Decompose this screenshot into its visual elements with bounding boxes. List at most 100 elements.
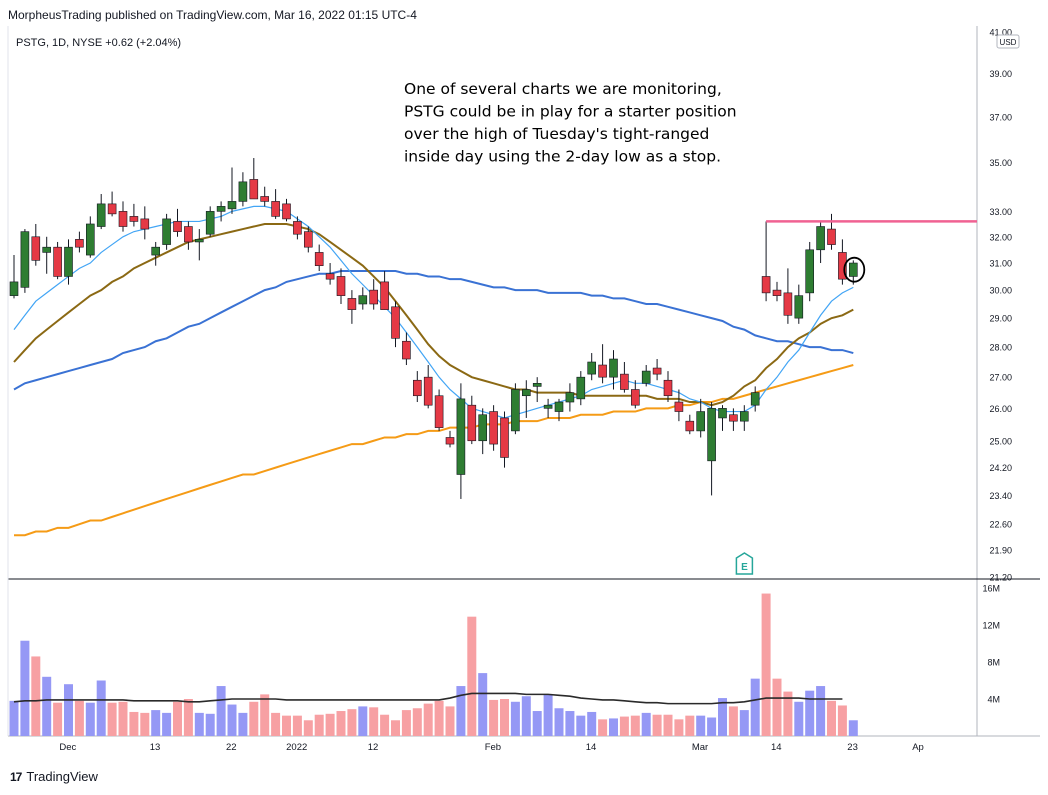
tradingview-brand: TradingView [26, 769, 98, 784]
volume-bar [652, 714, 662, 736]
volume-bar [609, 718, 618, 736]
candle-down [369, 289, 379, 305]
candle-down [271, 201, 280, 217]
candle-down [423, 376, 433, 406]
volume-bar [827, 700, 836, 736]
price-tick-label: 21.20 [989, 573, 1012, 583]
publish-header: MorpheusTrading published on TradingView… [8, 8, 417, 22]
candle-down [140, 218, 150, 230]
volume-bar [696, 715, 706, 736]
candle-down [75, 239, 84, 248]
volume-bar [619, 716, 629, 736]
candle-up [543, 404, 553, 409]
candle-down [772, 289, 782, 296]
volume-bar [85, 702, 95, 736]
tradingview-footer[interactable]: 17 TradingView [10, 769, 98, 784]
candle-down [685, 420, 695, 432]
candle-up [227, 201, 237, 210]
volume-bar [391, 720, 400, 736]
volume-bar [532, 711, 542, 736]
candle-up [64, 246, 73, 277]
annotation-text-line: One of several charts we are monitoring, [404, 80, 722, 98]
candle-down [663, 379, 673, 397]
candle-up [456, 398, 466, 475]
volume-bar [205, 713, 215, 736]
candle-down [118, 211, 128, 227]
volume-bar [641, 712, 651, 736]
volume-bar [685, 715, 695, 736]
candle-up [238, 181, 248, 202]
volume-bar [140, 712, 150, 736]
sma200-line [14, 364, 854, 537]
price-tick-label: 28.00 [989, 343, 1012, 353]
candle-down [783, 292, 793, 316]
volume-bar [587, 711, 597, 736]
volume-bar [728, 706, 738, 736]
candle-down [761, 276, 771, 294]
earnings-marker-icon [735, 552, 754, 575]
candle-up [718, 408, 727, 419]
volume-bar [282, 715, 291, 736]
price-tick-label: 37.00 [989, 112, 1012, 122]
earnings-marker-label: E [741, 562, 748, 573]
time-tick-label: Mar [692, 742, 708, 753]
volume-bar [816, 686, 826, 736]
volume-tick-label: 12M [982, 621, 1000, 631]
volume-tick-label: 4M [987, 695, 1000, 705]
time-tick-label: 22 [226, 742, 237, 753]
time-tick-label: Ap [912, 742, 924, 753]
candle-down [402, 340, 411, 360]
candle-down [500, 417, 509, 458]
candle-down [325, 273, 335, 280]
candle-up [794, 295, 804, 319]
time-tick-label: 12 [368, 742, 379, 753]
price-tick-label: 29.00 [989, 314, 1012, 324]
candles [9, 158, 858, 499]
volume-bar [543, 694, 553, 736]
time-tick-label: 23 [847, 742, 858, 753]
candle-down [293, 221, 302, 235]
volume-bar [510, 701, 520, 736]
candle-down [380, 281, 389, 310]
volume-bar [380, 714, 390, 736]
moving-averages [13, 205, 854, 537]
annotation-text-line: over the high of Tuesday's tight-ranged [404, 125, 709, 143]
candle-down [412, 379, 422, 397]
sma50-line [13, 270, 854, 391]
volume-bar [750, 678, 760, 736]
candle-up [576, 376, 586, 400]
candle-up [162, 218, 171, 245]
volume-bar [739, 710, 749, 736]
candle-up [739, 411, 749, 422]
time-tick-label: 13 [150, 742, 161, 753]
volume-bar [20, 640, 30, 736]
volume-bar [598, 719, 608, 736]
volume-bar [718, 698, 727, 736]
volume-bar [336, 711, 346, 736]
annotation-text-line: PSTG could be in play for a starter posi… [404, 103, 737, 121]
price-tick-label: 27.00 [989, 373, 1012, 383]
volume-bar [64, 684, 73, 736]
volume-bar [347, 709, 357, 736]
candle-up [532, 383, 542, 387]
volume-bar [358, 706, 368, 736]
publish-info: MorpheusTrading published on TradingView… [8, 8, 417, 22]
volume-bar [31, 656, 41, 736]
candle-down [347, 298, 357, 310]
price-tick-label: 23.40 [989, 491, 1012, 501]
volume-bar [434, 700, 444, 736]
volume-bar [489, 699, 499, 736]
candle-up [86, 223, 95, 256]
volume-bar [674, 719, 684, 736]
candle-up [96, 203, 106, 227]
volume-bar [837, 705, 847, 736]
volume-bar [162, 712, 172, 736]
sma20-line [13, 222, 854, 407]
volume-bar [216, 686, 226, 736]
volume-bar [848, 720, 858, 736]
candle-up [641, 370, 651, 384]
volume-bar [565, 711, 575, 736]
volume-bar [96, 680, 106, 736]
volume-bar [314, 714, 324, 736]
